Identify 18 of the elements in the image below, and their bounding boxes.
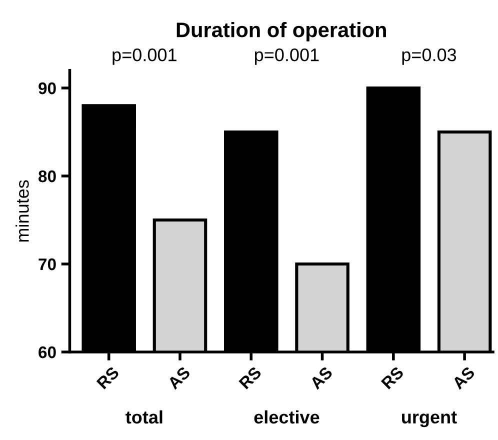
x-tick-label: RS <box>96 366 120 390</box>
x-tick-label: RS <box>238 366 262 390</box>
text: p=0.001 <box>112 48 176 65</box>
text: urgent <box>402 412 457 428</box>
text: elective <box>254 410 320 424</box>
text: total <box>126 410 162 424</box>
text: p=0.03 <box>402 48 456 65</box>
chart-title: Duration of operation <box>176 22 386 42</box>
y-tick-label: 70 <box>38 258 56 270</box>
x-tick-label: AS <box>309 366 334 390</box>
y-tick-label: 60 <box>38 346 56 358</box>
text: p=0.001 <box>254 48 319 65</box>
x-tick-label: AS <box>166 366 191 390</box>
y-tick-label: 90 <box>38 82 56 94</box>
x-tick-label: RS <box>380 366 404 390</box>
x-tick-label: AS <box>451 366 476 390</box>
y-tick-label: 80 <box>38 170 56 182</box>
y-axis-title: minutes <box>16 180 29 242</box>
